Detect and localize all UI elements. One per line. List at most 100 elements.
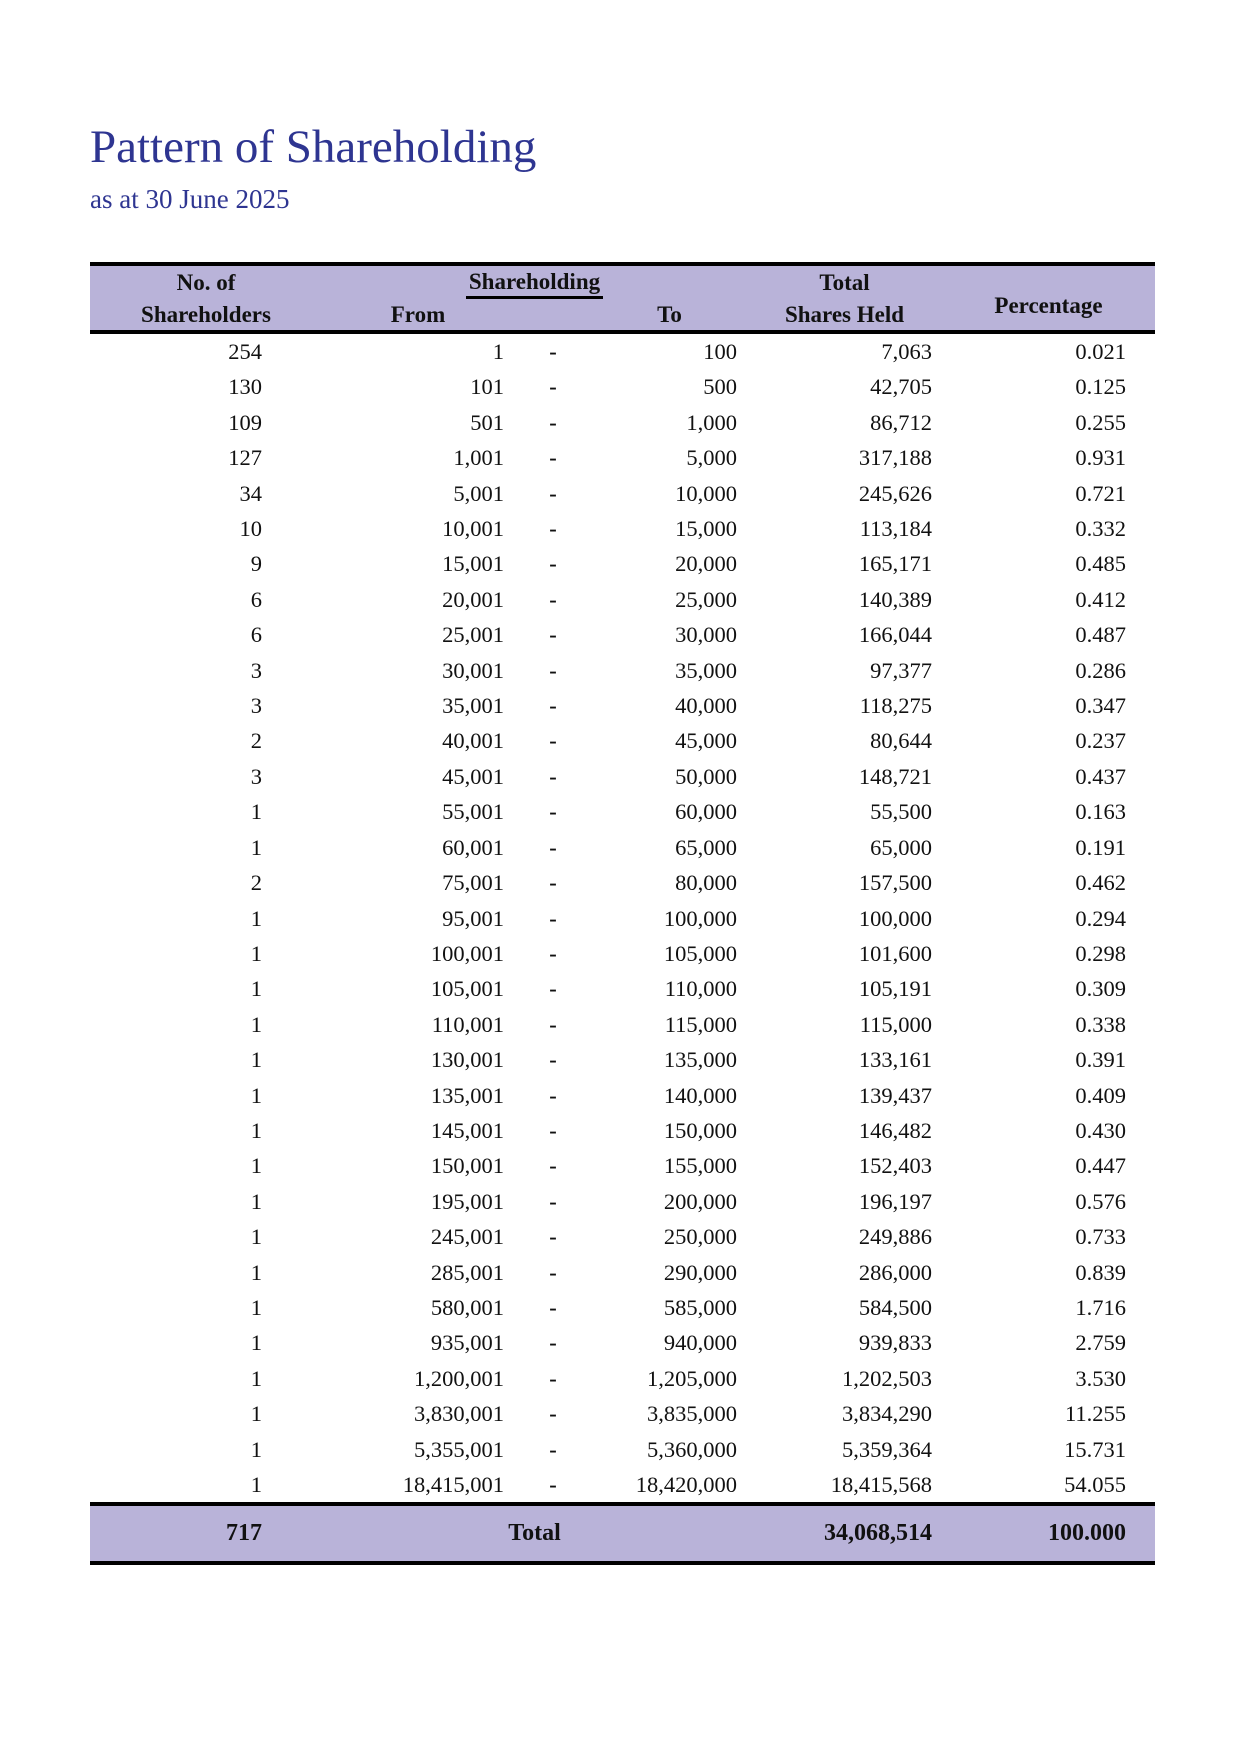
cell-shareholders: 3 <box>250 657 262 683</box>
cell-range-dash: - <box>549 586 557 612</box>
cell-range-dash: - <box>549 1188 557 1214</box>
cell-range-dash: - <box>549 1330 557 1356</box>
cell-shares-held: 152,403 <box>858 1153 932 1179</box>
shareholding-row: 10 10,001 - 15,000 113,184 0.332 <box>90 511 1155 546</box>
shareholding-row: 3 45,001 - 50,000 148,721 0.437 <box>90 759 1155 794</box>
cell-shareholders: 1 <box>250 905 262 931</box>
cell-percentage: 0.430 <box>1075 1117 1126 1143</box>
shareholding-row: 130 101 - 500 42,705 0.125 <box>90 369 1155 404</box>
cell-percentage: 0.576 <box>1075 1188 1126 1214</box>
cell-from: 130,001 <box>430 1047 504 1073</box>
cell-percentage: 54.055 <box>1064 1472 1126 1497</box>
shareholding-row: 1 105,001 - 110,000 105,191 0.309 <box>90 971 1155 1006</box>
cell-from: 15,001 <box>442 551 504 577</box>
header-shareholding-label: Shareholding <box>465 268 604 299</box>
shareholding-row: 1 130,001 - 135,000 133,161 0.391 <box>90 1042 1155 1077</box>
cell-from: 935,001 <box>430 1330 504 1356</box>
cell-range-dash: - <box>549 1401 557 1427</box>
header-row-2: Shareholders From To Shares Held <box>90 299 1155 332</box>
cell-percentage: 0.125 <box>1075 374 1126 400</box>
cell-percentage: 0.931 <box>1075 445 1126 471</box>
cell-to: 500 <box>703 374 737 400</box>
page-subtitle: as at 30 June 2025 <box>90 184 290 214</box>
cell-percentage: 0.347 <box>1075 693 1126 719</box>
cell-range-dash: - <box>549 622 557 648</box>
cell-shares-held: 97,377 <box>870 657 932 683</box>
cell-from: 95,001 <box>442 905 504 931</box>
cell-to: 65,000 <box>675 834 737 860</box>
cell-percentage: 0.462 <box>1075 870 1126 896</box>
cell-shareholders: 1 <box>250 1117 262 1143</box>
cell-shares-held: 105,191 <box>858 976 932 1002</box>
header-range-spacer <box>514 299 592 332</box>
shareholding-row: 1 935,001 - 940,000 939,833 2.759 <box>90 1325 1155 1360</box>
cell-shares-held: 86,712 <box>870 409 932 435</box>
cell-range-dash: - <box>549 693 557 719</box>
cell-shares-held: 249,886 <box>858 1224 932 1250</box>
cell-to: 35,000 <box>675 657 737 683</box>
cell-from: 20,001 <box>442 586 504 612</box>
cell-shares-held: 5,359,364 <box>842 1436 932 1462</box>
cell-range-dash: - <box>549 976 557 1002</box>
cell-from: 110,001 <box>431 1011 504 1037</box>
cell-shareholders: 130 <box>228 374 262 400</box>
cell-from: 3,830,001 <box>414 1401 504 1427</box>
cell-from: 35,001 <box>442 693 504 719</box>
table-header: No. of Shareholding Total Percentage Sha… <box>90 264 1155 332</box>
cell-range-dash: - <box>549 763 557 789</box>
cell-shareholders: 1 <box>250 1047 262 1073</box>
cell-from: 10,001 <box>442 516 504 542</box>
header-to: To <box>592 299 747 332</box>
cell-from: 150,001 <box>430 1153 504 1179</box>
cell-shareholders: 1 <box>250 1365 262 1391</box>
total-label: Total <box>322 1504 747 1564</box>
shareholding-row: 6 20,001 - 25,000 140,389 0.412 <box>90 582 1155 617</box>
shareholding-row: 1 135,001 - 140,000 139,437 0.409 <box>90 1078 1155 1113</box>
shareholding-row: 2 40,001 - 45,000 80,644 0.237 <box>90 723 1155 758</box>
cell-to: 290,000 <box>663 1259 737 1285</box>
cell-range-dash: - <box>549 551 557 577</box>
cell-shareholders: 34 <box>239 480 263 506</box>
header-from: From <box>322 299 514 332</box>
cell-shares-held: 139,437 <box>858 1082 932 1108</box>
cell-range-dash: - <box>549 870 557 896</box>
cell-to: 5,000 <box>686 445 737 471</box>
cell-range-dash: - <box>549 516 557 542</box>
cell-percentage: 0.487 <box>1075 622 1126 648</box>
cell-range-dash: - <box>549 1047 557 1073</box>
cell-shareholders: 1 <box>250 1401 262 1427</box>
shareholding-table: No. of Shareholding Total Percentage Sha… <box>90 262 1155 1566</box>
cell-shares-held: 113,184 <box>859 516 932 542</box>
cell-percentage: 0.021 <box>1075 339 1126 364</box>
cell-from: 195,001 <box>430 1188 504 1214</box>
cell-range-dash: - <box>549 799 557 825</box>
cell-to: 115,000 <box>664 1011 737 1037</box>
cell-shares-held: 18,415,568 <box>830 1472 932 1497</box>
cell-from: 245,001 <box>430 1224 504 1250</box>
cell-shareholders: 2 <box>250 870 262 896</box>
cell-shareholders: 1 <box>250 1436 262 1462</box>
cell-from: 1 <box>492 339 504 364</box>
cell-to: 80,000 <box>675 870 737 896</box>
cell-shareholders: 1 <box>250 1082 262 1108</box>
cell-from: 100,001 <box>430 940 504 966</box>
cell-shares-held: 65,000 <box>870 834 932 860</box>
shareholding-row: 254 1 - 100 7,063 0.021 <box>90 332 1155 369</box>
shareholding-row: 1 285,001 - 290,000 286,000 0.839 <box>90 1255 1155 1290</box>
cell-to: 1,205,000 <box>647 1365 737 1391</box>
cell-from: 25,001 <box>442 622 504 648</box>
shareholding-row: 1 1,200,001 - 1,205,000 1,202,503 3.530 <box>90 1361 1155 1396</box>
cell-shares-held: 7,063 <box>881 339 932 364</box>
cell-to: 100,000 <box>663 905 737 931</box>
cell-range-dash: - <box>549 1365 557 1391</box>
cell-shareholders: 254 <box>228 339 262 364</box>
shareholding-row: 1 3,830,001 - 3,835,000 3,834,290 11.255 <box>90 1396 1155 1431</box>
header-shareholding: Shareholding <box>322 264 747 299</box>
cell-to: 30,000 <box>675 622 737 648</box>
cell-shareholders: 109 <box>228 409 262 435</box>
header-percentage: Percentage <box>942 264 1155 332</box>
cell-to: 25,000 <box>675 586 737 612</box>
cell-to: 18,420,000 <box>635 1472 737 1497</box>
table-footer: 717 Total 34,068,514 100.000 <box>90 1504 1155 1564</box>
